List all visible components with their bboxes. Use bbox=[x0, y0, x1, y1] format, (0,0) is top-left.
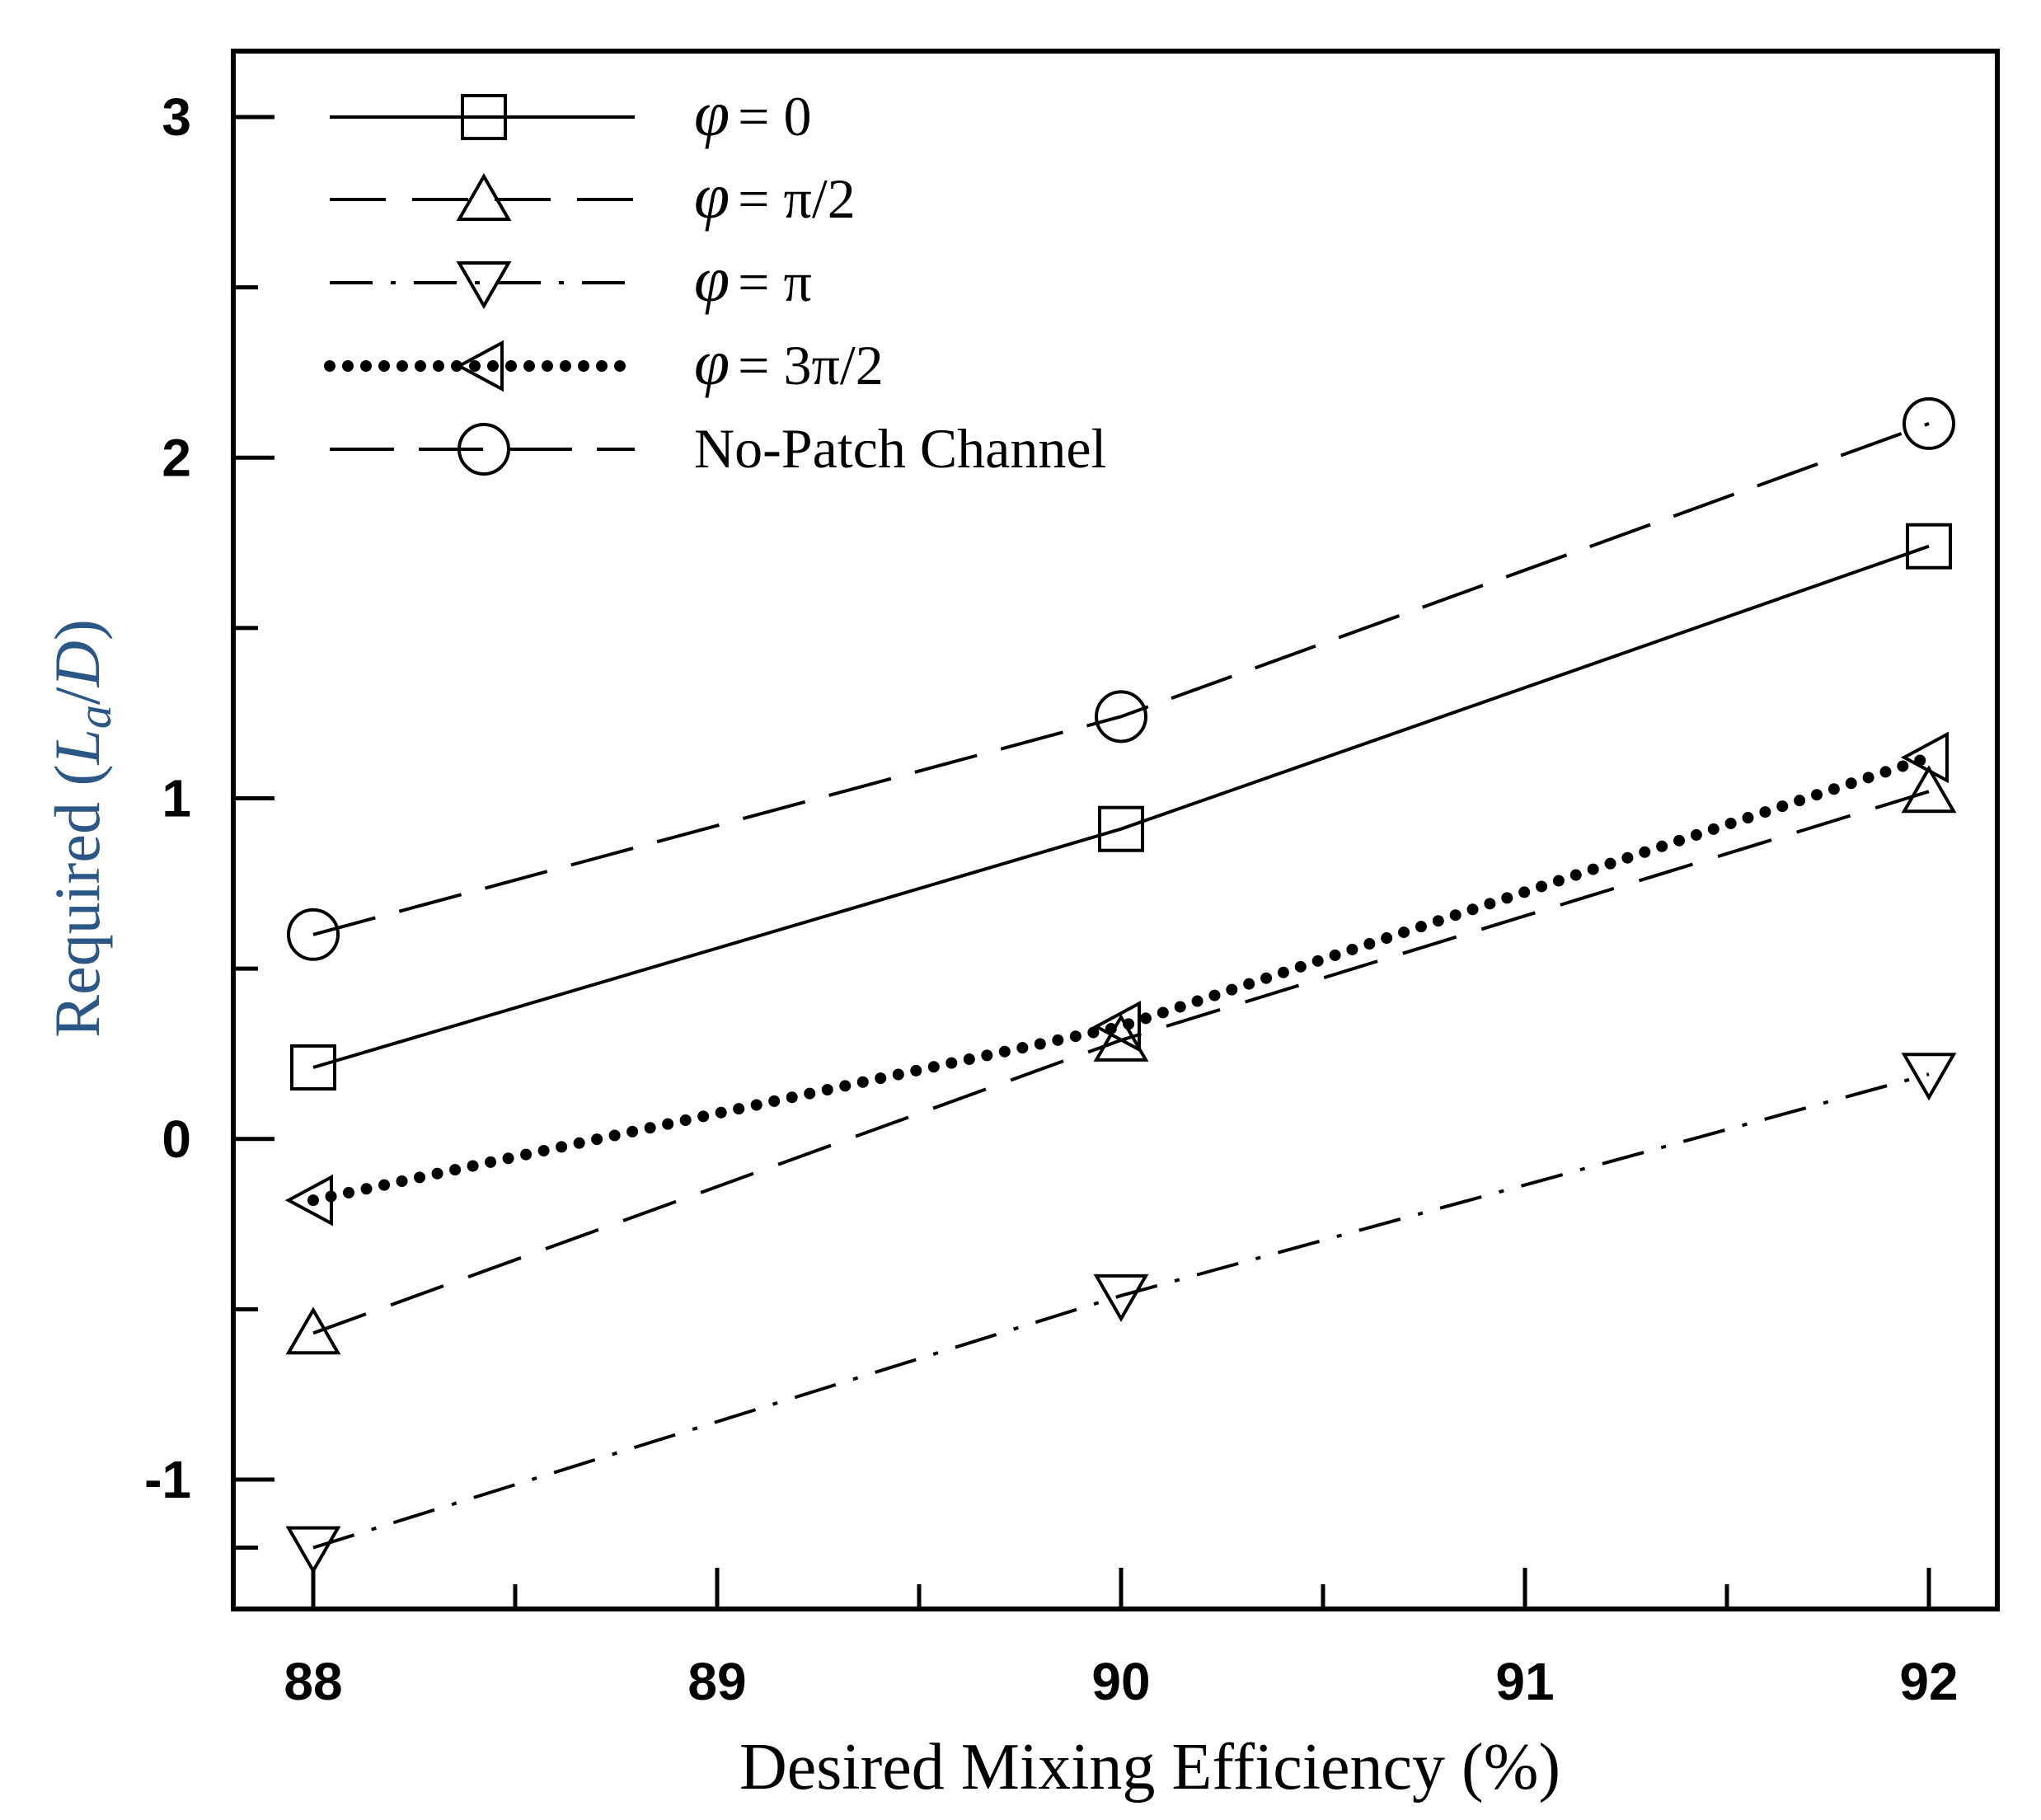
marker-triangle-left bbox=[1900, 731, 1949, 784]
x-axis: 88 89 90 91 92 bbox=[284, 1568, 1959, 1711]
marker-circle bbox=[1903, 396, 1955, 450]
y-tick-label: 0 bbox=[162, 1109, 191, 1169]
legend-label: φ = 3π/2 bbox=[694, 326, 884, 398]
marker-circle bbox=[287, 908, 340, 961]
series-line bbox=[312, 422, 1930, 936]
legend-entry: No-Patch Channel bbox=[330, 417, 1106, 480]
legend-value: = π bbox=[738, 251, 812, 313]
x-tick-label: 88 bbox=[284, 1652, 342, 1711]
legend-value: = π/2 bbox=[738, 167, 856, 230]
marker-triangle-up bbox=[1093, 1013, 1149, 1062]
series-1 bbox=[290, 523, 1952, 1091]
series-4 bbox=[284, 731, 1949, 1227]
legend-phi-symbol: φ bbox=[694, 243, 730, 315]
legend-entry: φ = 3π/2 bbox=[324, 326, 884, 398]
series-2 bbox=[285, 765, 1957, 1355]
marker-triangle-up bbox=[1901, 765, 1957, 814]
marker-triangle-left bbox=[455, 340, 504, 392]
marker-square bbox=[1906, 523, 1952, 570]
marker-square bbox=[461, 94, 507, 140]
y-tick-label: -1 bbox=[144, 1450, 191, 1509]
marker-triangle-down bbox=[1901, 1053, 1957, 1101]
x-tick-label: 90 bbox=[1091, 1652, 1150, 1711]
marker-triangle-down bbox=[456, 261, 512, 310]
marker-triangle-up bbox=[456, 172, 512, 221]
legend-label: φ = π bbox=[694, 243, 812, 315]
series-line bbox=[312, 544, 1930, 1069]
y-axis-label: Required (La/D) bbox=[41, 619, 121, 1038]
legend-label: φ = π/2 bbox=[694, 160, 856, 232]
marker-circle bbox=[1095, 690, 1147, 743]
x-tick-label: 92 bbox=[1899, 1652, 1958, 1711]
x-tick-label: 91 bbox=[1495, 1652, 1554, 1711]
y-tick-label: 3 bbox=[162, 87, 191, 147]
x-tick-label: 89 bbox=[687, 1652, 746, 1711]
legend-label: φ = 0 bbox=[694, 77, 812, 149]
y-tick-label: 2 bbox=[162, 428, 191, 487]
marker-circle bbox=[457, 423, 510, 476]
marker-square bbox=[290, 1044, 336, 1091]
series-line bbox=[312, 1072, 1930, 1550]
legend-value: = 0 bbox=[738, 85, 811, 148]
legend-value: = 3π/2 bbox=[738, 334, 884, 396]
marker-triangle-down bbox=[285, 1526, 341, 1574]
series-layer bbox=[284, 396, 1957, 1574]
legend-phi-symbol: φ bbox=[694, 160, 730, 232]
y-axis: -1 0 1 2 3 bbox=[144, 87, 274, 1550]
legend-entry: φ = 0 bbox=[330, 77, 812, 149]
series-line bbox=[312, 790, 1930, 1335]
series-3 bbox=[285, 1053, 1957, 1574]
marker-triangle-left bbox=[1092, 1001, 1141, 1053]
series-line bbox=[307, 751, 1935, 1207]
legend-label: No-Patch Channel bbox=[694, 417, 1106, 480]
legend-phi-symbol: φ bbox=[694, 326, 730, 398]
plot-frame bbox=[231, 49, 2000, 1611]
marker-triangle-down bbox=[1093, 1274, 1149, 1322]
legend-entry: φ = π/2 bbox=[330, 160, 856, 232]
legend: φ = 0φ = π/2φ = πφ = 3π/2No-Patch Channel bbox=[324, 77, 1106, 480]
legend-phi-symbol: φ bbox=[694, 77, 730, 149]
series-5 bbox=[287, 396, 1955, 961]
marker-triangle-up bbox=[285, 1306, 341, 1355]
y-tick-label: 1 bbox=[162, 769, 191, 828]
marker-square bbox=[1098, 805, 1144, 852]
marker-triangle-left bbox=[284, 1174, 333, 1227]
legend-entry: φ = π bbox=[330, 243, 812, 315]
x-axis-label: Desired Mixing Efficiency (%) bbox=[739, 1731, 1560, 1804]
